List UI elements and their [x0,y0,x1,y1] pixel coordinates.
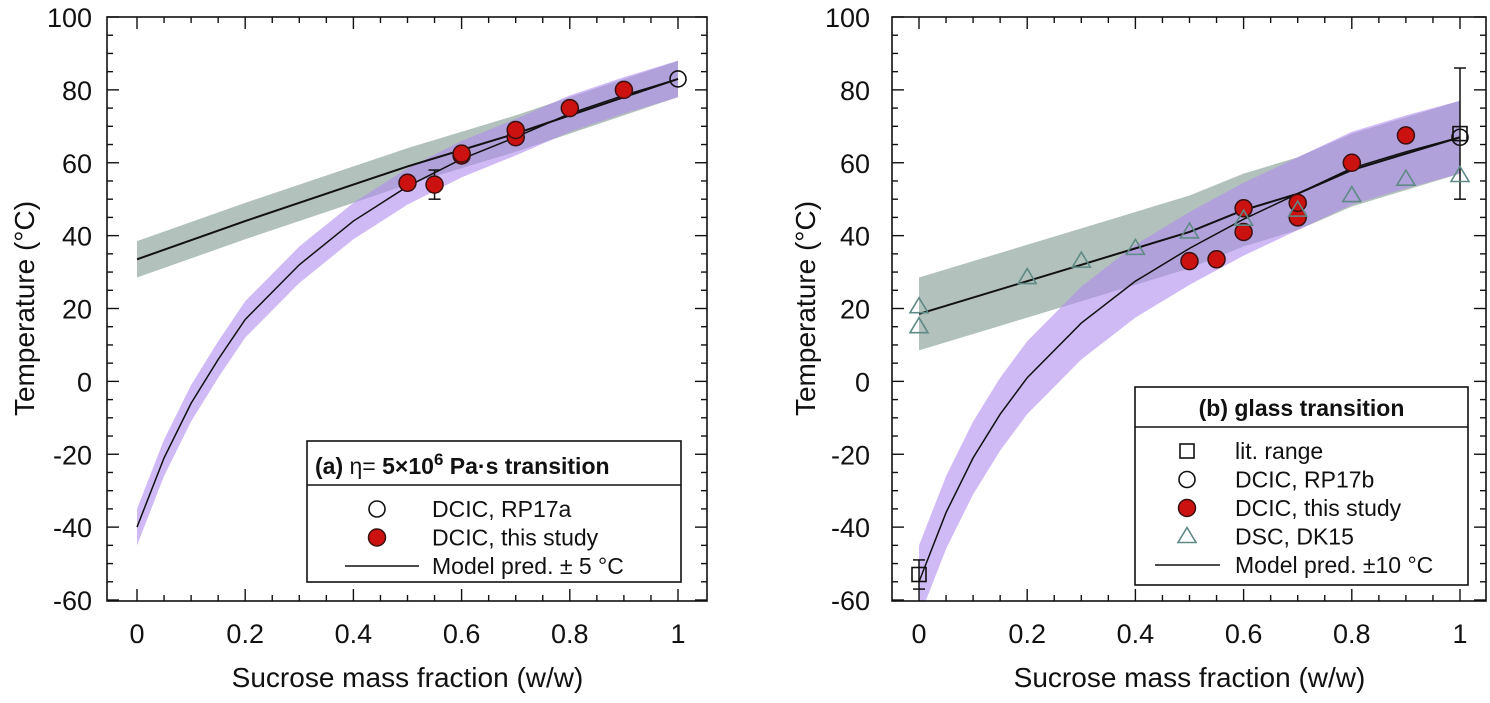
data-point [1449,164,1471,183]
y-tick-label: -60 [53,586,92,616]
y-tick-label: 80 [840,76,870,106]
x-tick-label: 0 [911,619,926,649]
data-point [560,98,580,118]
data-point [614,80,634,100]
data-point [452,144,471,163]
legend-label: Model pred. ± 5 °C [432,553,624,579]
legend-label: DCIC, RP17a [432,496,572,522]
legend-swatch-open-square [1179,443,1195,459]
data-point [1287,199,1309,217]
data-point [425,175,444,194]
legend-label: DCIC, this study [432,525,599,551]
data-point [1234,199,1253,218]
y-tick-label: 20 [840,295,870,325]
data-point [506,120,525,140]
data-point [398,173,417,193]
panel-a: 100 80 60 40 20 0 -20 -40 -60 0 0.2 0.4 0.6 0.8 1 Sucro… [9,3,708,693]
data-point [1124,237,1146,256]
legend-swatch-open-circle [1178,470,1196,489]
data-point [1288,193,1307,213]
data-point [1234,222,1253,242]
plot-area [908,67,1471,601]
data-point [908,296,930,314]
y-tick-label: 60 [62,149,92,179]
y-tick-label: -20 [53,440,92,470]
legend-swatch-filled-circle [367,528,387,547]
y-tick-label: 20 [62,295,92,325]
data-point [1341,184,1363,203]
y-tick-label: 60 [840,149,870,179]
data-point [1396,126,1416,145]
y-axis-title: Temperature (°C) [790,201,821,416]
legend: (b) glass transition lit. range DCIC, RP17… [1134,386,1469,586]
legend-swatch-open-circle [368,500,386,518]
data-point [1179,221,1200,239]
panel-b: 100 80 60 40 20 0 -20 -40 -60 0 0.2 0.4 0.6 0.8 1 Sucro… [790,3,1487,693]
legend-label: DSC, DK15 [1235,524,1354,550]
data-point [1207,250,1226,269]
y-tick-label: 80 [62,76,92,106]
y-tick-label: -60 [831,586,870,616]
x-axis-title: Sucrose mass fraction (w/w) [1014,662,1366,693]
legend-title-suffix: Pa·s transition [443,453,609,479]
y-tick-label: 40 [840,222,870,252]
x-tick-label: 0.2 [226,619,264,649]
uncertainty-band-curve [919,100,1460,601]
x-tick-label: 0.8 [551,619,589,649]
data-point [1070,250,1092,268]
data-point [908,316,930,334]
uncertainty-band-curve [137,60,678,546]
x-tick-label: 0.4 [335,619,373,649]
legend-title: (a) η= 5×106 Pa·s transition [315,450,610,479]
data-point [1451,128,1469,147]
data-point [1016,266,1038,285]
data-point [669,70,687,88]
legend-swatch-open-triangle [1176,525,1198,544]
legend-title-prefix: (a) [315,453,350,479]
x-axis-title: Sucrose mass fraction (w/w) [232,662,584,693]
y-tick-label: -20 [831,440,870,470]
legend-title-value: 5×10 [376,453,434,479]
legend: (a) η= 5×106 Pa·s transition DCIC, RP17a D… [306,440,682,583]
y-tick-label: 0 [77,367,92,397]
y-tick-label: -40 [831,513,870,543]
y-tick-label: 40 [62,222,92,252]
data-point [1342,153,1362,172]
legend-label: Model pred. ±10 °C [1235,552,1433,578]
data-point [1180,251,1199,271]
data-point [911,566,927,583]
legend-title-exponent: 6 [434,450,443,469]
y-tick-label: 0 [855,367,870,397]
x-tick-label: 1 [1452,619,1467,649]
x-tick-label: 0.6 [1225,619,1263,649]
x-tick-label: 0.8 [1333,619,1371,649]
x-tick-label: 0 [129,619,144,649]
data-point [1233,208,1255,227]
legend-title: (b) glass transition [1199,395,1405,421]
y-tick-label: 100 [47,3,92,33]
legend-label: DCIC, this study [1235,495,1402,521]
plot-area [136,60,687,546]
x-tick-label: 0.2 [1008,619,1046,649]
model-line-linear [918,136,1461,315]
legend-label: lit. range [1235,438,1323,464]
y-axis-title: Temperature (°C) [9,201,40,416]
y-tick-label: -40 [53,513,92,543]
data-point [1395,168,1417,186]
x-tick-label: 0.6 [443,619,481,649]
legend-title-eta: η= [350,453,376,479]
legend-label: DCIC, RP17b [1235,467,1374,493]
x-tick-label: 0.4 [1117,619,1155,649]
x-tick-label: 1 [670,619,685,649]
y-tick-label: 100 [825,3,870,33]
legend-swatch-filled-circle [1177,498,1197,518]
